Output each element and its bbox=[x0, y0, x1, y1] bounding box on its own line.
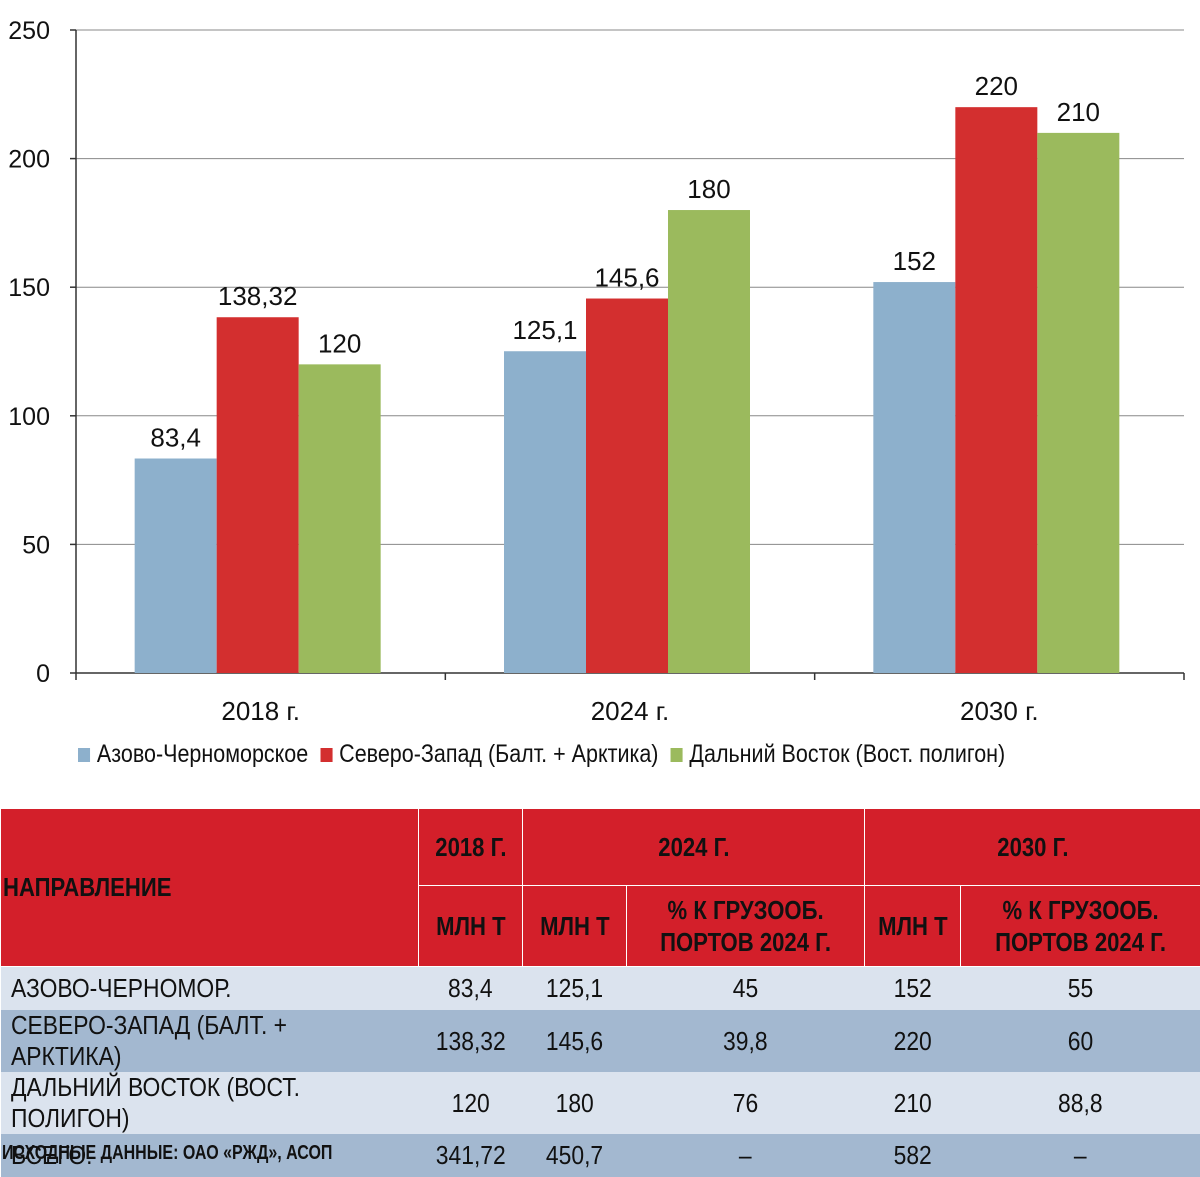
year-header-2024: 2024 Г. bbox=[523, 809, 865, 886]
x-tick-label: 2030 г. bbox=[960, 696, 1039, 726]
row-name: АЗОВО-ЧЕРНОМОР. bbox=[1, 967, 419, 1011]
legend-label-fareast: Дальний Восток (Вост. полигон) bbox=[689, 740, 1005, 769]
cell: 152 bbox=[865, 967, 961, 1011]
unit-header-2018: МЛН Т bbox=[419, 886, 523, 967]
data-label: 220 bbox=[975, 71, 1018, 101]
data-label: 180 bbox=[687, 174, 730, 204]
table-row: АЗОВО-ЧЕРНОМОР. 83,4 125,1 45 152 55 bbox=[1, 967, 1200, 1011]
cell: 582 bbox=[865, 1134, 961, 1177]
table-header-row: НАПРАВЛЕНИЕ 2018 Г. 2024 Г. 2030 Г. bbox=[1, 809, 1200, 886]
data-label: 83,4 bbox=[150, 422, 201, 452]
legend-label-azov: Азово-Черноморское bbox=[97, 740, 308, 769]
y-tick-label: 50 bbox=[22, 531, 50, 559]
legend-item-azov: Азово-Черноморское bbox=[78, 740, 308, 769]
cell: 76 bbox=[627, 1072, 865, 1134]
pct-header-2024: % К ГРУЗООБ.ПОРТОВ 2024 Г. bbox=[627, 886, 865, 967]
cell: 341,72 bbox=[419, 1134, 523, 1177]
cell: 88,8 bbox=[961, 1072, 1200, 1134]
cell: 145,6 bbox=[523, 1010, 627, 1072]
row-name: СЕВЕРО-ЗАПАД (БАЛТ. + АРКТИКА) bbox=[1, 1010, 419, 1072]
bar bbox=[135, 458, 217, 673]
bar bbox=[217, 317, 299, 673]
x-tick-label: 2024 г. bbox=[591, 696, 670, 726]
legend-swatch-fareast bbox=[670, 748, 682, 762]
data-label: 210 bbox=[1057, 97, 1100, 127]
table-row: ДАЛЬНИЙ ВОСТОК (ВОСТ. ПОЛИГОН) 120 180 7… bbox=[1, 1072, 1200, 1134]
y-tick-label: 200 bbox=[8, 146, 50, 174]
data-table: НАПРАВЛЕНИЕ 2018 Г. 2024 Г. 2030 Г. МЛН … bbox=[0, 808, 1200, 1177]
y-tick-label: 100 bbox=[8, 403, 50, 431]
table-row: СЕВЕРО-ЗАПАД (БАЛТ. + АРКТИКА) 138,32 14… bbox=[1, 1010, 1200, 1072]
data-label: 120 bbox=[318, 328, 361, 358]
cell: 210 bbox=[865, 1072, 961, 1134]
source-note: ИСХОДНЫЕ ДАННЫЕ: ОАО «РЖД», АСОП bbox=[2, 1142, 332, 1165]
row-name: ДАЛЬНИЙ ВОСТОК (ВОСТ. ПОЛИГОН) bbox=[1, 1072, 419, 1134]
cell: 180 bbox=[523, 1072, 627, 1134]
cell: 60 bbox=[961, 1010, 1200, 1072]
cell: – bbox=[627, 1134, 865, 1177]
cell: 220 bbox=[865, 1010, 961, 1072]
cell: 450,7 bbox=[523, 1134, 627, 1177]
legend-item-northwest: Северо-Запад (Балт. + Арктика) bbox=[320, 740, 658, 769]
x-tick-label: 2018 г. bbox=[221, 696, 300, 726]
legend-swatch-azov bbox=[78, 748, 90, 762]
y-tick-label: 250 bbox=[8, 17, 50, 45]
bar bbox=[668, 210, 750, 673]
cell: 125,1 bbox=[523, 967, 627, 1011]
cell: 55 bbox=[961, 967, 1200, 1011]
bar bbox=[955, 107, 1037, 673]
cell: 120 bbox=[419, 1072, 523, 1134]
cell: – bbox=[961, 1134, 1200, 1177]
data-label: 138,32 bbox=[218, 281, 298, 311]
bar bbox=[299, 364, 381, 673]
unit-header-2024: МЛН Т bbox=[523, 886, 627, 967]
year-header-2030: 2030 Г. bbox=[865, 809, 1200, 886]
direction-header: НАПРАВЛЕНИЕ bbox=[1, 809, 419, 967]
cell: 138,32 bbox=[419, 1010, 523, 1072]
bar bbox=[873, 282, 955, 673]
bar bbox=[504, 351, 586, 673]
bar bbox=[586, 299, 668, 673]
data-label: 125,1 bbox=[512, 315, 577, 345]
legend-label-northwest: Северо-Запад (Балт. + Арктика) bbox=[339, 740, 658, 769]
data-label: 152 bbox=[893, 246, 936, 276]
pct-header-2030: % К ГРУЗООБ.ПОРТОВ 2024 Г. bbox=[961, 886, 1200, 967]
legend-swatch-northwest bbox=[320, 748, 332, 762]
data-label: 145,6 bbox=[594, 263, 659, 293]
legend-item-fareast: Дальний Восток (Вост. полигон) bbox=[670, 740, 1005, 769]
y-tick-label: 150 bbox=[8, 274, 50, 302]
bar bbox=[1037, 133, 1119, 673]
cell: 83,4 bbox=[419, 967, 523, 1011]
bar-chart: 0 50 100 150 200 250 83,4 138,32 120 2018 г. 125,1… bbox=[0, 0, 1200, 730]
y-tick-label: 0 bbox=[36, 660, 50, 688]
cell: 45 bbox=[627, 967, 865, 1011]
cell: 39,8 bbox=[627, 1010, 865, 1072]
year-header-2018: 2018 Г. bbox=[419, 809, 523, 886]
chart-legend: Азово-Черноморское Северо-Запад (Балт. +… bbox=[78, 740, 1005, 769]
unit-header-2030: МЛН Т bbox=[865, 886, 961, 967]
